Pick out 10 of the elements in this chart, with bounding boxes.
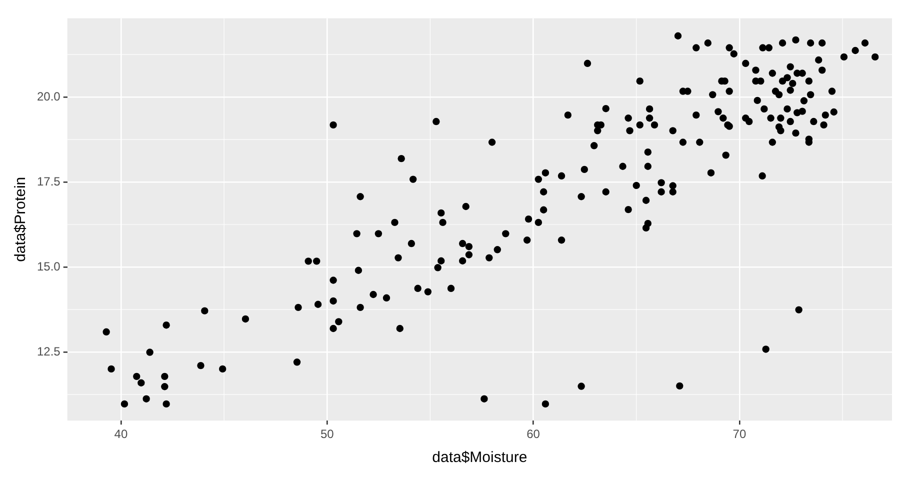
x-axis-title: data$Moisture: [432, 449, 528, 466]
y-tick-label: 15.0: [36, 259, 61, 274]
y-tick-label: 17.5: [36, 174, 61, 188]
y-tick-label: 12.5: [36, 344, 61, 358]
y-axis-title: data$Protein: [12, 176, 30, 262]
x-tick-label: 40: [114, 427, 128, 442]
x-tick-label: 60: [526, 427, 540, 442]
x-tick-label: 70: [732, 427, 746, 442]
x-tick-label: 50: [320, 427, 334, 442]
y-tick-label: 20.0: [36, 89, 61, 104]
